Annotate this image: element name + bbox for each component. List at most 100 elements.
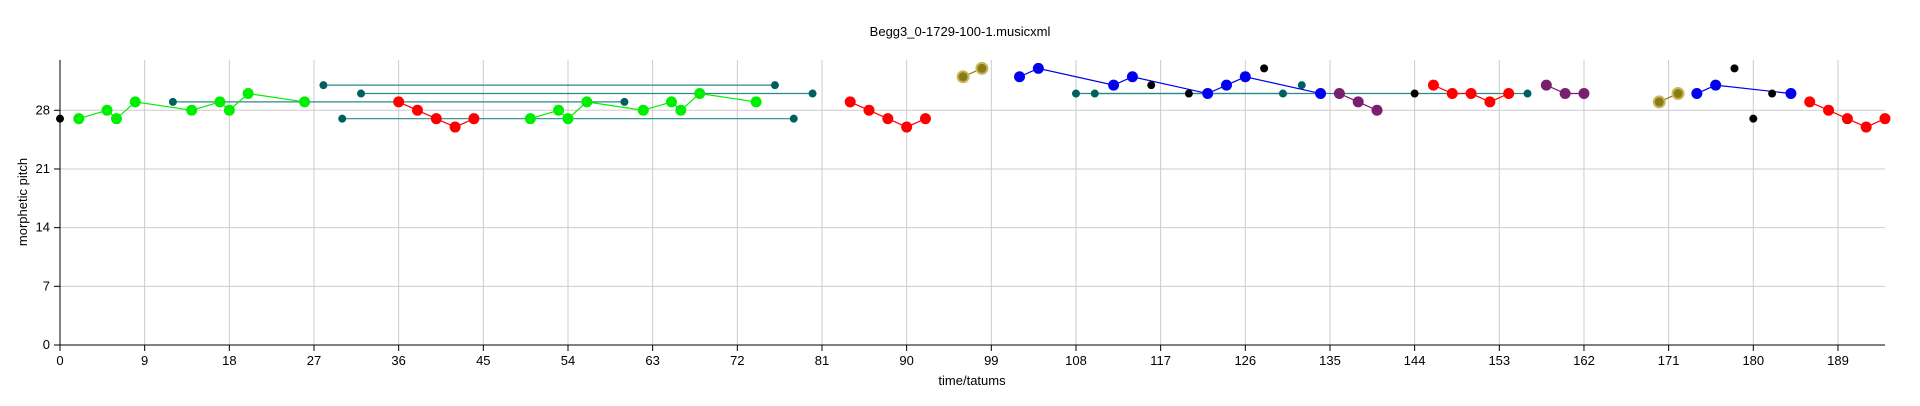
x-tick-label: 189 (1827, 353, 1849, 368)
data-point (863, 104, 875, 116)
data-point (214, 96, 226, 108)
x-tick-label: 72 (730, 353, 744, 368)
data-point (975, 61, 989, 75)
data-point (299, 96, 311, 108)
data-point (1879, 113, 1891, 125)
data-point (1126, 71, 1138, 83)
data-point (1147, 81, 1156, 90)
y-tick-label: 0 (43, 337, 50, 352)
x-tick-label: 99 (984, 353, 998, 368)
data-point (1484, 96, 1496, 108)
data-point (1860, 121, 1872, 133)
data-point (411, 104, 423, 116)
x-tick-label: 54 (561, 353, 575, 368)
data-point (844, 96, 856, 108)
data-point (1710, 79, 1722, 91)
data-point (1578, 88, 1590, 100)
data-point (1671, 87, 1685, 101)
y-tick-label: 14 (36, 220, 50, 235)
grid-lines (59, 60, 1885, 346)
data-point (1823, 104, 1835, 116)
x-tick-label: 135 (1319, 353, 1341, 368)
data-point (637, 104, 649, 116)
data-point (129, 96, 141, 108)
x-tick-label: 180 (1742, 353, 1764, 368)
data-point (675, 104, 687, 116)
series-line (1019, 67, 1321, 95)
data-point (186, 104, 198, 116)
data-point (1184, 89, 1193, 98)
x-tick-label: 126 (1234, 353, 1256, 368)
data-point (110, 113, 122, 125)
data-point (1427, 79, 1439, 91)
x-tick-label: 108 (1065, 353, 1087, 368)
x-tick-label: 63 (645, 353, 659, 368)
data-point (223, 104, 235, 116)
x-tick-label: 171 (1658, 353, 1680, 368)
y-tick-label: 28 (36, 102, 50, 117)
x-tick-label: 0 (56, 353, 63, 368)
data-point (1071, 89, 1080, 98)
data-points (56, 61, 1891, 133)
x-tick-label: 81 (815, 353, 829, 368)
x-tick-label: 162 (1573, 353, 1595, 368)
data-point (1503, 88, 1515, 100)
data-point (1559, 88, 1571, 100)
data-point (770, 81, 779, 90)
x-tick-label: 117 (1150, 353, 1171, 368)
data-point (319, 81, 328, 90)
data-point (553, 104, 565, 116)
data-point (101, 104, 113, 116)
data-point (808, 89, 817, 98)
data-point (694, 88, 706, 100)
data-point (789, 114, 798, 123)
x-tick-label: 9 (141, 353, 148, 368)
data-point (956, 70, 970, 84)
data-point (242, 88, 254, 100)
x-tick-label: 27 (307, 353, 321, 368)
x-tick-label: 36 (391, 353, 405, 368)
y-tick-label: 21 (36, 161, 50, 176)
data-point (1410, 89, 1419, 98)
axes (59, 60, 1885, 346)
x-tick-label: 153 (1488, 353, 1510, 368)
data-point (882, 113, 894, 125)
data-point (168, 97, 177, 106)
data-point (665, 96, 677, 108)
data-point (1239, 71, 1251, 83)
data-point (1749, 114, 1758, 123)
data-point (449, 121, 461, 133)
data-point (1297, 81, 1306, 90)
x-tick-label: 18 (222, 353, 236, 368)
data-point (1841, 113, 1853, 125)
x-ticks: 0 9 18 27 36 45 54 63 72 81 90 99 108 117 126 135 144 153… (56, 345, 1849, 368)
x-tick-label: 45 (476, 353, 490, 368)
data-point (338, 114, 347, 123)
data-point (750, 96, 762, 108)
data-point (430, 113, 442, 125)
data-point (468, 113, 480, 125)
chart-title: Begg3_0-1729-100-1.musicxml (870, 24, 1051, 39)
data-point (1652, 95, 1666, 109)
y-ticks: 0 7 14 21 28 (36, 102, 60, 352)
data-point (1220, 79, 1232, 91)
data-point (1108, 79, 1120, 91)
data-point (1540, 79, 1552, 91)
data-point (1260, 64, 1269, 73)
data-point (1352, 96, 1364, 108)
data-point (1032, 62, 1044, 74)
data-point (1768, 89, 1777, 98)
data-point (562, 113, 574, 125)
data-point (1202, 88, 1214, 100)
data-point (581, 96, 593, 108)
x-tick-label: 144 (1404, 353, 1426, 368)
data-point (620, 97, 629, 106)
data-point (1465, 88, 1477, 100)
data-point (1804, 96, 1816, 108)
data-point (1090, 89, 1099, 98)
data-point (357, 89, 366, 98)
data-point (1730, 64, 1739, 73)
data-point (1446, 88, 1458, 100)
